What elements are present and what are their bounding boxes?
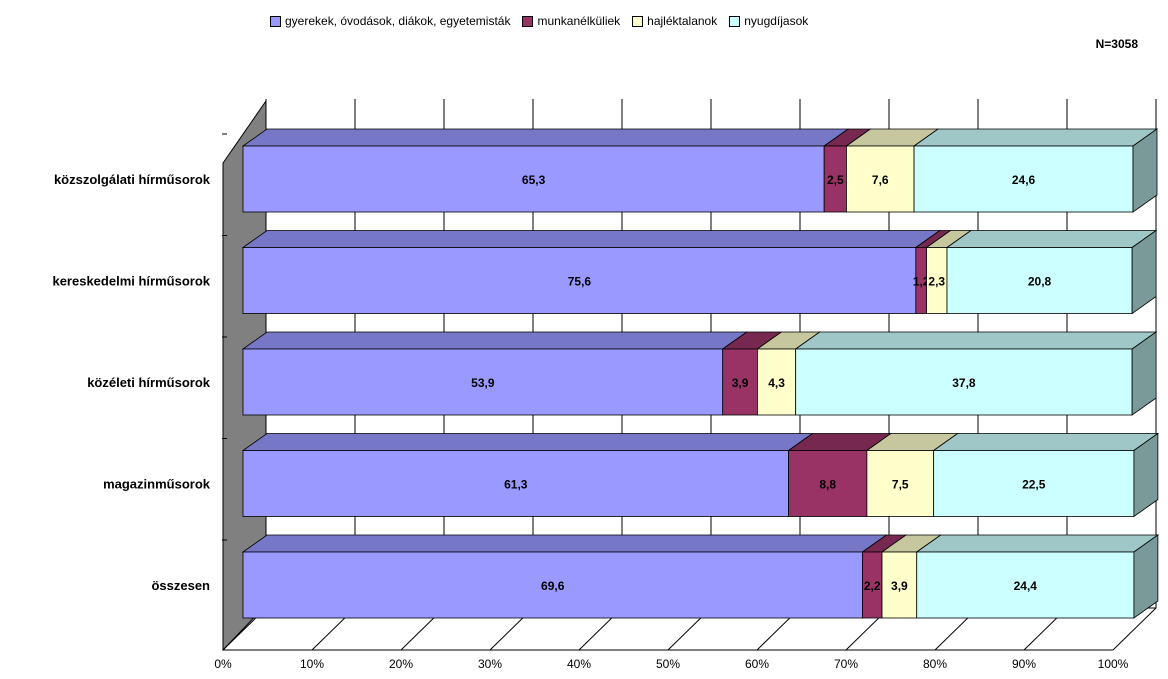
- bar-top-face: [934, 434, 1158, 451]
- data-label: 75,6: [568, 275, 592, 289]
- data-label: 24,4: [1014, 579, 1038, 593]
- bar-top-face: [243, 535, 886, 552]
- data-label: 61,3: [504, 478, 528, 492]
- x-tick-label: 0%: [214, 657, 232, 671]
- bar-top-face: [243, 129, 848, 146]
- bar-top-face: [243, 434, 813, 451]
- x-tick-label: 60%: [745, 657, 769, 671]
- data-label: 4,3: [768, 376, 785, 390]
- data-label: 22,5: [1022, 478, 1046, 492]
- data-label: 53,9: [471, 376, 495, 390]
- category-label: közszolgálati hírműsorok: [54, 172, 211, 187]
- category-label: közéleti hírműsorok: [87, 375, 211, 390]
- category-label: kereskedelmi hírműsorok: [52, 274, 210, 289]
- bar-top-face: [243, 332, 747, 349]
- data-label: 7,5: [892, 478, 909, 492]
- bar-top-face: [917, 535, 1158, 552]
- data-label: 3,9: [732, 376, 749, 390]
- data-label: 2,5: [827, 173, 844, 187]
- data-label: 65,3: [522, 173, 546, 187]
- bar-top-face: [796, 332, 1156, 349]
- data-label: 24,6: [1012, 173, 1036, 187]
- x-tick-label: 70%: [834, 657, 858, 671]
- data-label: 37,8: [952, 376, 976, 390]
- x-tick-label: 30%: [478, 657, 502, 671]
- data-label: 69,6: [541, 579, 565, 593]
- bar-top-face: [947, 231, 1156, 248]
- x-tick-label: 90%: [1012, 657, 1036, 671]
- category-label: összesen: [151, 578, 210, 593]
- data-label: 8,8: [819, 478, 836, 492]
- x-tick-label: 50%: [656, 657, 680, 671]
- data-label: 20,8: [1028, 275, 1052, 289]
- x-tick-label: 20%: [389, 657, 413, 671]
- x-tick-label: 40%: [567, 657, 591, 671]
- bar-top-face: [914, 129, 1157, 146]
- data-label: 2,2: [864, 579, 881, 593]
- x-tick-label: 10%: [300, 657, 324, 671]
- bar-top-face: [243, 231, 940, 248]
- x-tick-label: 80%: [923, 657, 947, 671]
- data-label: 7,6: [872, 173, 889, 187]
- x-tick-label: 100%: [1098, 657, 1129, 671]
- data-label: 3,9: [891, 579, 908, 593]
- data-label: 2,3: [928, 275, 945, 289]
- category-label: magazinműsorok: [103, 477, 211, 492]
